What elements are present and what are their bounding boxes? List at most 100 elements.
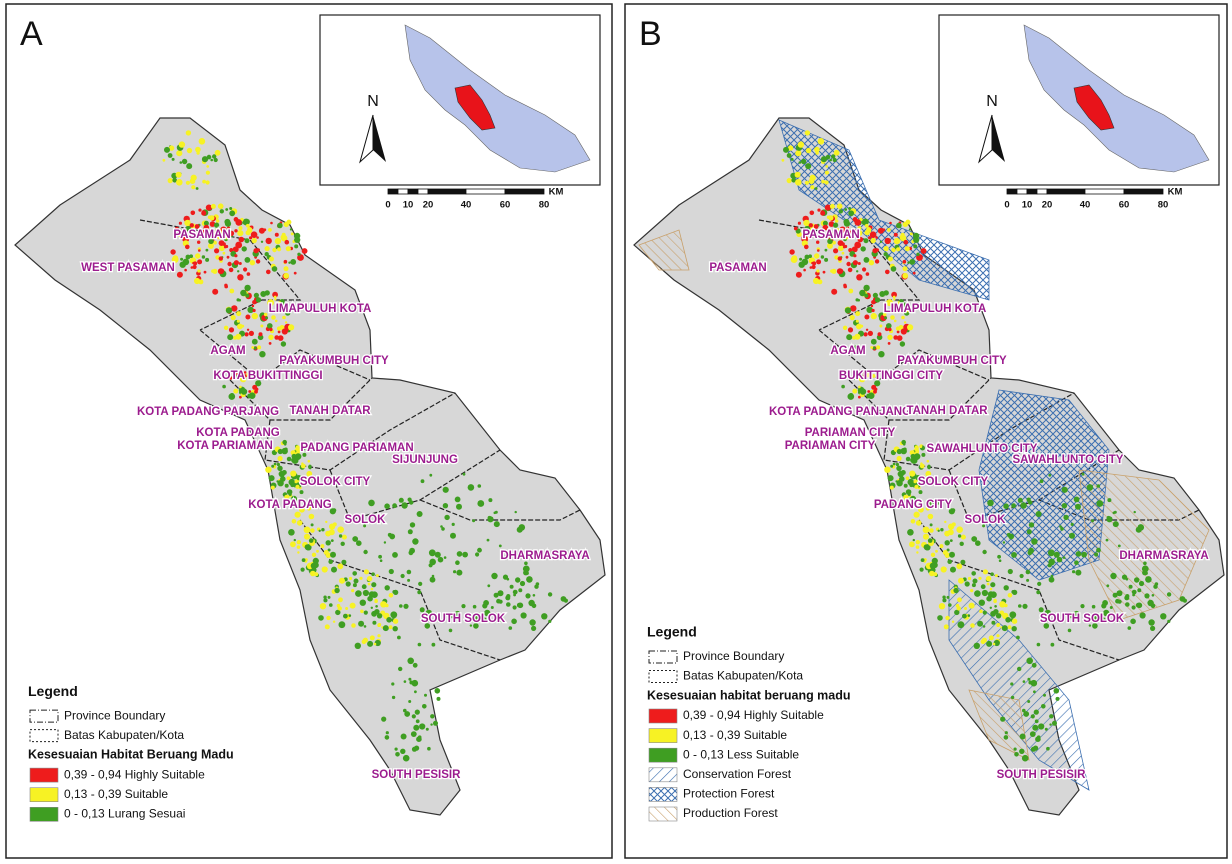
habitat-cell bbox=[295, 445, 300, 450]
habitat-cell bbox=[982, 549, 987, 555]
habitat-cell bbox=[269, 327, 273, 332]
habitat-cell bbox=[308, 513, 315, 520]
habitat-cell bbox=[254, 389, 258, 394]
habitat-cell bbox=[948, 523, 955, 530]
habitat-cell bbox=[390, 611, 398, 619]
habitat-cell bbox=[386, 617, 392, 623]
region-label: SOLOK CITY bbox=[300, 476, 371, 488]
habitat-cell bbox=[351, 589, 355, 593]
habitat-cell bbox=[238, 298, 241, 302]
habitat-cell bbox=[170, 249, 176, 255]
habitat-cell bbox=[904, 307, 910, 313]
habitat-cell bbox=[848, 288, 854, 294]
habitat-cell bbox=[194, 277, 201, 285]
habitat-cell bbox=[1115, 598, 1120, 604]
habitat-cell bbox=[273, 295, 277, 299]
habitat-cell bbox=[816, 240, 820, 244]
habitat-cell bbox=[310, 528, 315, 533]
habitat-cell bbox=[828, 215, 834, 221]
habitat-cell bbox=[219, 245, 225, 252]
region-label: SAWAHLUNTO CITY bbox=[1013, 454, 1124, 466]
habitat-cell bbox=[167, 153, 173, 158]
habitat-cell bbox=[301, 558, 306, 562]
habitat-cell bbox=[202, 229, 207, 234]
habitat-cell bbox=[857, 236, 864, 243]
habitat-cell bbox=[915, 540, 920, 545]
habitat-cell bbox=[813, 224, 819, 229]
habitat-cell bbox=[257, 345, 262, 350]
habitat-cell bbox=[804, 180, 809, 185]
habitat-cell bbox=[252, 374, 257, 378]
habitat-cell bbox=[859, 289, 866, 297]
habitat-cell bbox=[174, 226, 179, 231]
scale-segment bbox=[1123, 188, 1164, 195]
habitat-cell bbox=[909, 259, 916, 265]
habitat-cell bbox=[372, 620, 377, 625]
habitat-cell bbox=[235, 371, 239, 376]
habitat-cell bbox=[420, 479, 425, 484]
habitat-cell bbox=[176, 271, 183, 278]
habitat-cell bbox=[824, 180, 829, 185]
habitat-cell bbox=[233, 260, 239, 266]
habitat-cell bbox=[896, 448, 902, 455]
habitat-cell bbox=[296, 540, 301, 545]
habitat-cell bbox=[845, 255, 849, 259]
habitat-cell bbox=[957, 621, 965, 629]
habitat-cell bbox=[411, 679, 419, 687]
habitat-cell bbox=[229, 376, 233, 380]
habitat-cell bbox=[1052, 720, 1057, 726]
habitat-cell bbox=[201, 156, 209, 163]
habitat-cell bbox=[887, 342, 891, 345]
habitat-cell bbox=[824, 204, 831, 211]
region-label: PASAMAN bbox=[173, 229, 230, 241]
scale-segment bbox=[1084, 188, 1125, 195]
habitat-cell bbox=[1041, 704, 1046, 709]
habitat-cell bbox=[1143, 561, 1147, 566]
habitat-cell bbox=[512, 605, 517, 610]
habitat-cell bbox=[245, 223, 250, 228]
habitat-cell bbox=[277, 448, 283, 455]
boundary-swatch bbox=[648, 650, 678, 664]
habitat-cell bbox=[222, 384, 226, 389]
habitat-cell bbox=[808, 254, 812, 258]
habitat-cell bbox=[304, 533, 310, 540]
habitat-cell bbox=[805, 163, 812, 170]
habitat-cell bbox=[528, 599, 535, 607]
habitat-cell bbox=[469, 624, 473, 627]
habitat-cell bbox=[534, 584, 539, 589]
habitat-cell bbox=[228, 327, 235, 333]
habitat-cell bbox=[942, 595, 946, 599]
habitat-cell bbox=[495, 612, 501, 619]
habitat-cell bbox=[1003, 585, 1009, 591]
habitat-cell bbox=[506, 594, 511, 599]
habitat-speckles bbox=[162, 130, 569, 762]
habitat-cell bbox=[1038, 723, 1045, 730]
habitat-cell bbox=[896, 330, 900, 334]
habitat-cell bbox=[1117, 544, 1121, 548]
region-label: KOTA PADANG PANJANG bbox=[769, 406, 911, 418]
habitat-cell bbox=[273, 462, 277, 466]
habitat-cell bbox=[989, 587, 993, 591]
habitat-cell bbox=[863, 284, 870, 292]
habitat-cell bbox=[877, 332, 882, 337]
habitat-cell bbox=[1131, 589, 1137, 595]
habitat-cell bbox=[929, 523, 933, 527]
habitat-cell bbox=[837, 240, 844, 247]
habitat-cell bbox=[1134, 577, 1140, 583]
habitat-cell bbox=[242, 218, 250, 226]
habitat-cell bbox=[993, 599, 997, 604]
habitat-cell bbox=[1022, 708, 1026, 713]
district-boundaries bbox=[139, 219, 581, 661]
habitat-cell bbox=[1081, 551, 1087, 558]
habitat-cell bbox=[1133, 510, 1136, 514]
habitat-cell bbox=[1094, 552, 1099, 557]
habitat-cell bbox=[852, 388, 858, 394]
habitat-cell bbox=[944, 530, 950, 537]
habitat-cell bbox=[205, 248, 209, 252]
region-label: PADANG CITY bbox=[874, 499, 953, 511]
habitat-cell bbox=[864, 293, 869, 298]
habitat-cell bbox=[271, 315, 276, 320]
habitat-cell bbox=[234, 254, 238, 258]
habitat-cell bbox=[887, 475, 894, 482]
